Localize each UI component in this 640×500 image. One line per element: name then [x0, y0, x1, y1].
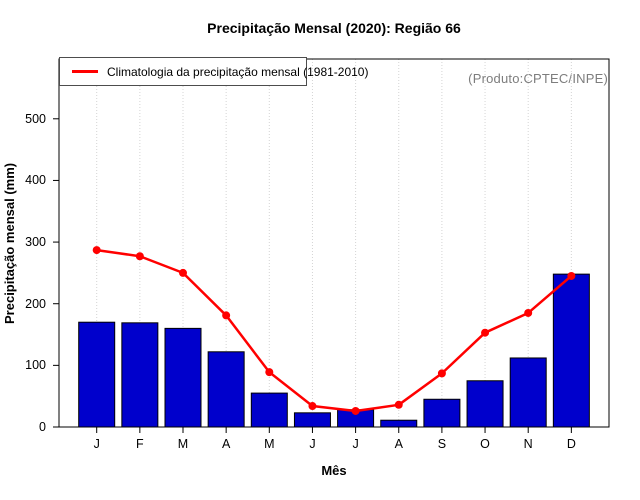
x-tick-label-7: J: [352, 437, 359, 451]
x-tick-label-8: A: [394, 437, 403, 451]
climatology-point: [351, 406, 360, 415]
bar-month-D: [552, 273, 590, 428]
y-tick-label-400: 400: [25, 173, 46, 188]
bar-month-M: [250, 392, 288, 428]
climatology-point: [394, 400, 403, 409]
x-tick-label-3: M: [177, 437, 189, 451]
climatology-point: [265, 368, 274, 377]
climatology-point: [222, 311, 231, 320]
x-axis-label: Mês: [321, 463, 347, 478]
bar-month-A: [380, 419, 418, 428]
chart-title: Precipitação Mensal (2020): Região 66: [207, 20, 461, 36]
climatology-point: [567, 271, 576, 280]
legend-label: Climatologia da precipitação mensal (198…: [107, 64, 369, 79]
bar-month-O: [466, 380, 504, 428]
x-tick-label-11: N: [523, 437, 533, 451]
x-tick-label-2: F: [136, 437, 144, 451]
climatology-point: [179, 268, 187, 277]
bar-month-S: [423, 398, 461, 428]
y-tick-label-300: 300: [25, 235, 46, 250]
x-tick-label-12: D: [566, 437, 576, 451]
climatology-point: [524, 308, 533, 317]
bar-month-F: [121, 322, 159, 428]
produto-annotation: (Produto:CPTEC/INPE): [468, 71, 608, 86]
climatology-line: [96, 248, 573, 413]
y-tick-label-200: 200: [25, 296, 46, 311]
climatology-point: [437, 369, 446, 378]
bar-month-N: [509, 357, 547, 428]
legend-box: Climatologia da precipitação mensal (198…: [59, 57, 368, 86]
legend-line-swatch: [72, 70, 98, 73]
y-tick-label-100: 100: [25, 358, 46, 373]
bar-month-J: [78, 321, 116, 428]
climatology-point: [92, 246, 101, 255]
climatology-point: [481, 328, 490, 337]
plot-border: [58, 58, 610, 428]
x-tick-label-4: A: [221, 437, 231, 451]
bar-month-M: [164, 327, 202, 428]
bar-month-A: [207, 351, 245, 428]
climatology-point: [308, 402, 317, 411]
bar-month-J: [293, 412, 331, 428]
y-tick-label-500: 500: [25, 111, 46, 126]
x-tick-label-5: M: [264, 437, 275, 451]
x-tick-label-9: S: [437, 437, 447, 451]
climatology-point: [135, 252, 144, 261]
y-tick-label-0: 0: [39, 420, 46, 434]
x-tick-label-10: O: [480, 437, 490, 451]
x-tick-label-1: J: [93, 437, 100, 451]
x-tick-label-6: J: [309, 437, 316, 451]
